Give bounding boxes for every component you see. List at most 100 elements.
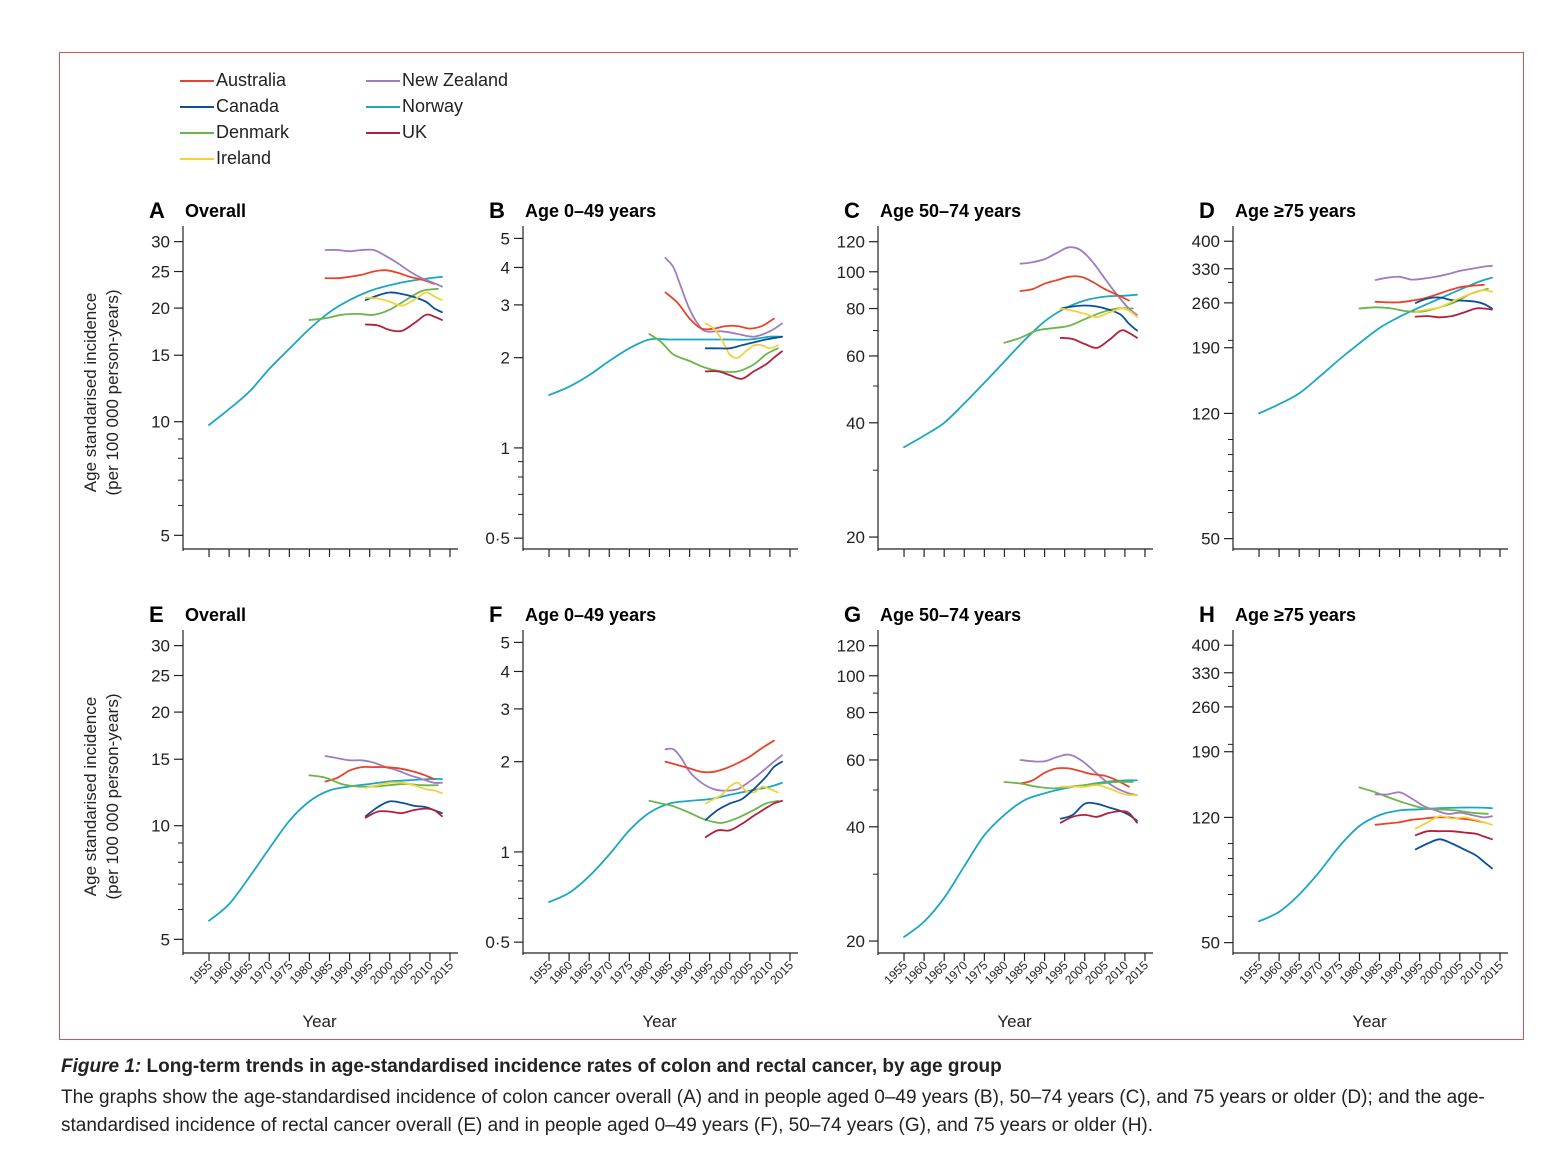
panel-c: C Age 50–74 years 20 40 60 80 100 120 [837, 198, 1153, 557]
y-tick-label: 10 [151, 817, 170, 836]
series-line-norway [903, 779, 1138, 938]
series-line-new-zealand [1374, 791, 1493, 819]
y-tick-label: 60 [846, 751, 865, 770]
y-tick-label: 60 [846, 347, 865, 366]
panel-letter: A [149, 198, 165, 223]
series-line-norway [548, 781, 783, 903]
y-tick-label: 25 [151, 263, 170, 282]
legend-item-denmark: Denmark [180, 122, 289, 143]
y-tick-label: 0·5 [485, 933, 510, 952]
panel-letter: B [489, 198, 505, 223]
y-tick-label: 1 [501, 843, 510, 862]
legend-item-norway: Norway [366, 96, 463, 117]
series-line-uk [1414, 829, 1493, 841]
panel-title: Age 0–49 years [525, 605, 656, 625]
legend-label: UK [402, 122, 428, 142]
series-line-australia [1374, 283, 1485, 304]
panel-title: Age 0–49 years [525, 201, 656, 221]
y-tick-label: 120 [837, 233, 865, 252]
series-line-canada [1414, 296, 1493, 310]
series-line-ireland [364, 291, 443, 307]
legend-swatch [366, 131, 400, 134]
panel-letter: D [1199, 198, 1215, 223]
series-line-norway [208, 778, 443, 922]
series-line-ireland [364, 781, 443, 794]
series-line-canada [364, 291, 443, 314]
legend-label: Ireland [216, 148, 272, 168]
panel-title: Overall [185, 605, 246, 625]
legend-swatch [180, 79, 214, 82]
panel-title: Age 50–74 years [880, 605, 1021, 625]
panel-f: F Age 0–49 years0·51234519551960196519701… [485, 602, 798, 1031]
y-tick-label: 20 [846, 932, 865, 951]
series-line-denmark [648, 333, 779, 373]
series-line-australia [1019, 275, 1130, 302]
y-tick-label: 5 [161, 930, 170, 949]
series-line-ireland [1059, 307, 1138, 318]
y-tick-label: 5 [161, 526, 170, 545]
y-tick-label: 5 [501, 633, 510, 652]
legend-item-uk: UK [366, 122, 427, 143]
caption-title: Long-term trends in age-standardised inc… [141, 1056, 1002, 1077]
caption-label: Figure 1: [61, 1056, 142, 1077]
y-tick-label: 40 [846, 414, 865, 433]
y-tick-label: 400 [1192, 636, 1220, 655]
x-axis-title: Year [302, 1012, 337, 1031]
series-line-new-zealand [1374, 264, 1493, 281]
y-tick-label: 260 [1192, 698, 1220, 717]
y-tick-label: 20 [151, 703, 170, 722]
y-tick-label: 190 [1192, 339, 1220, 358]
y-tick-label: 2 [501, 753, 510, 772]
series-line-uk [704, 350, 783, 380]
y-tick-label: 330 [1192, 664, 1220, 683]
y-tick-label: 100 [837, 667, 865, 686]
series-line-uk [1059, 329, 1138, 349]
legend-swatch [180, 105, 214, 108]
series-line-australia [1374, 816, 1485, 826]
y-tick-label: 4 [501, 258, 510, 277]
series-line-canada [1059, 801, 1138, 822]
series-line-uk [364, 313, 443, 333]
series-line-denmark [1003, 307, 1134, 344]
y-tick-label: 0·5 [485, 529, 510, 548]
panel-title: Age 50–74 years [880, 201, 1021, 221]
y-tick-label: 3 [501, 296, 510, 315]
legend-swatch [366, 105, 400, 108]
legend-label: Denmark [216, 122, 290, 142]
panel-h: H Age ≥75 years50120190260330400195519601… [1192, 602, 1508, 1031]
series-line-norway [1258, 806, 1493, 923]
series-line-new-zealand [664, 747, 783, 792]
y-tick-label: 400 [1192, 232, 1220, 251]
series-line-new-zealand [1019, 246, 1138, 316]
series-line-denmark [308, 287, 439, 321]
legend-swatch [180, 157, 214, 160]
y-axis-title: Age standarised incidence (per 100 000 pe… [81, 693, 122, 899]
y-tick-label: 330 [1192, 260, 1220, 279]
legend-item-new-zealand: New Zealand [366, 70, 508, 91]
y-tick-label: 50 [1201, 530, 1220, 549]
legend-label: Australia [216, 70, 287, 90]
y-tick-label: 20 [846, 528, 865, 547]
series-line-new-zealand [1019, 753, 1138, 796]
legend-label: Canada [216, 96, 280, 116]
y-tick-label: 190 [1192, 743, 1220, 762]
series-line-uk [364, 807, 443, 819]
caption-body: The graphs show the age-standardised inc… [61, 1087, 1485, 1136]
panel-letter: F [489, 602, 502, 627]
x-axis-title: Year [642, 1012, 677, 1031]
legend-swatch [180, 131, 214, 134]
y-tick-label: 5 [501, 229, 510, 248]
legend-label: New Zealand [402, 70, 509, 90]
series-line-australia [664, 739, 775, 774]
x-axis-title: Year [1352, 1012, 1387, 1031]
series-line-ireland [704, 322, 779, 359]
series-line-ireland [1414, 815, 1493, 830]
caption-title-line: Figure 1: Long-term trends in age-standa… [61, 1056, 1501, 1078]
panel-letter: E [149, 602, 164, 627]
x-tick-label: 2015 [767, 958, 796, 987]
x-axis-title: Year [997, 1012, 1032, 1031]
series-line-australia [324, 269, 435, 285]
y-tick-label: 120 [837, 637, 865, 656]
series-line-canada [1414, 838, 1493, 870]
series-line-canada [1059, 304, 1138, 332]
